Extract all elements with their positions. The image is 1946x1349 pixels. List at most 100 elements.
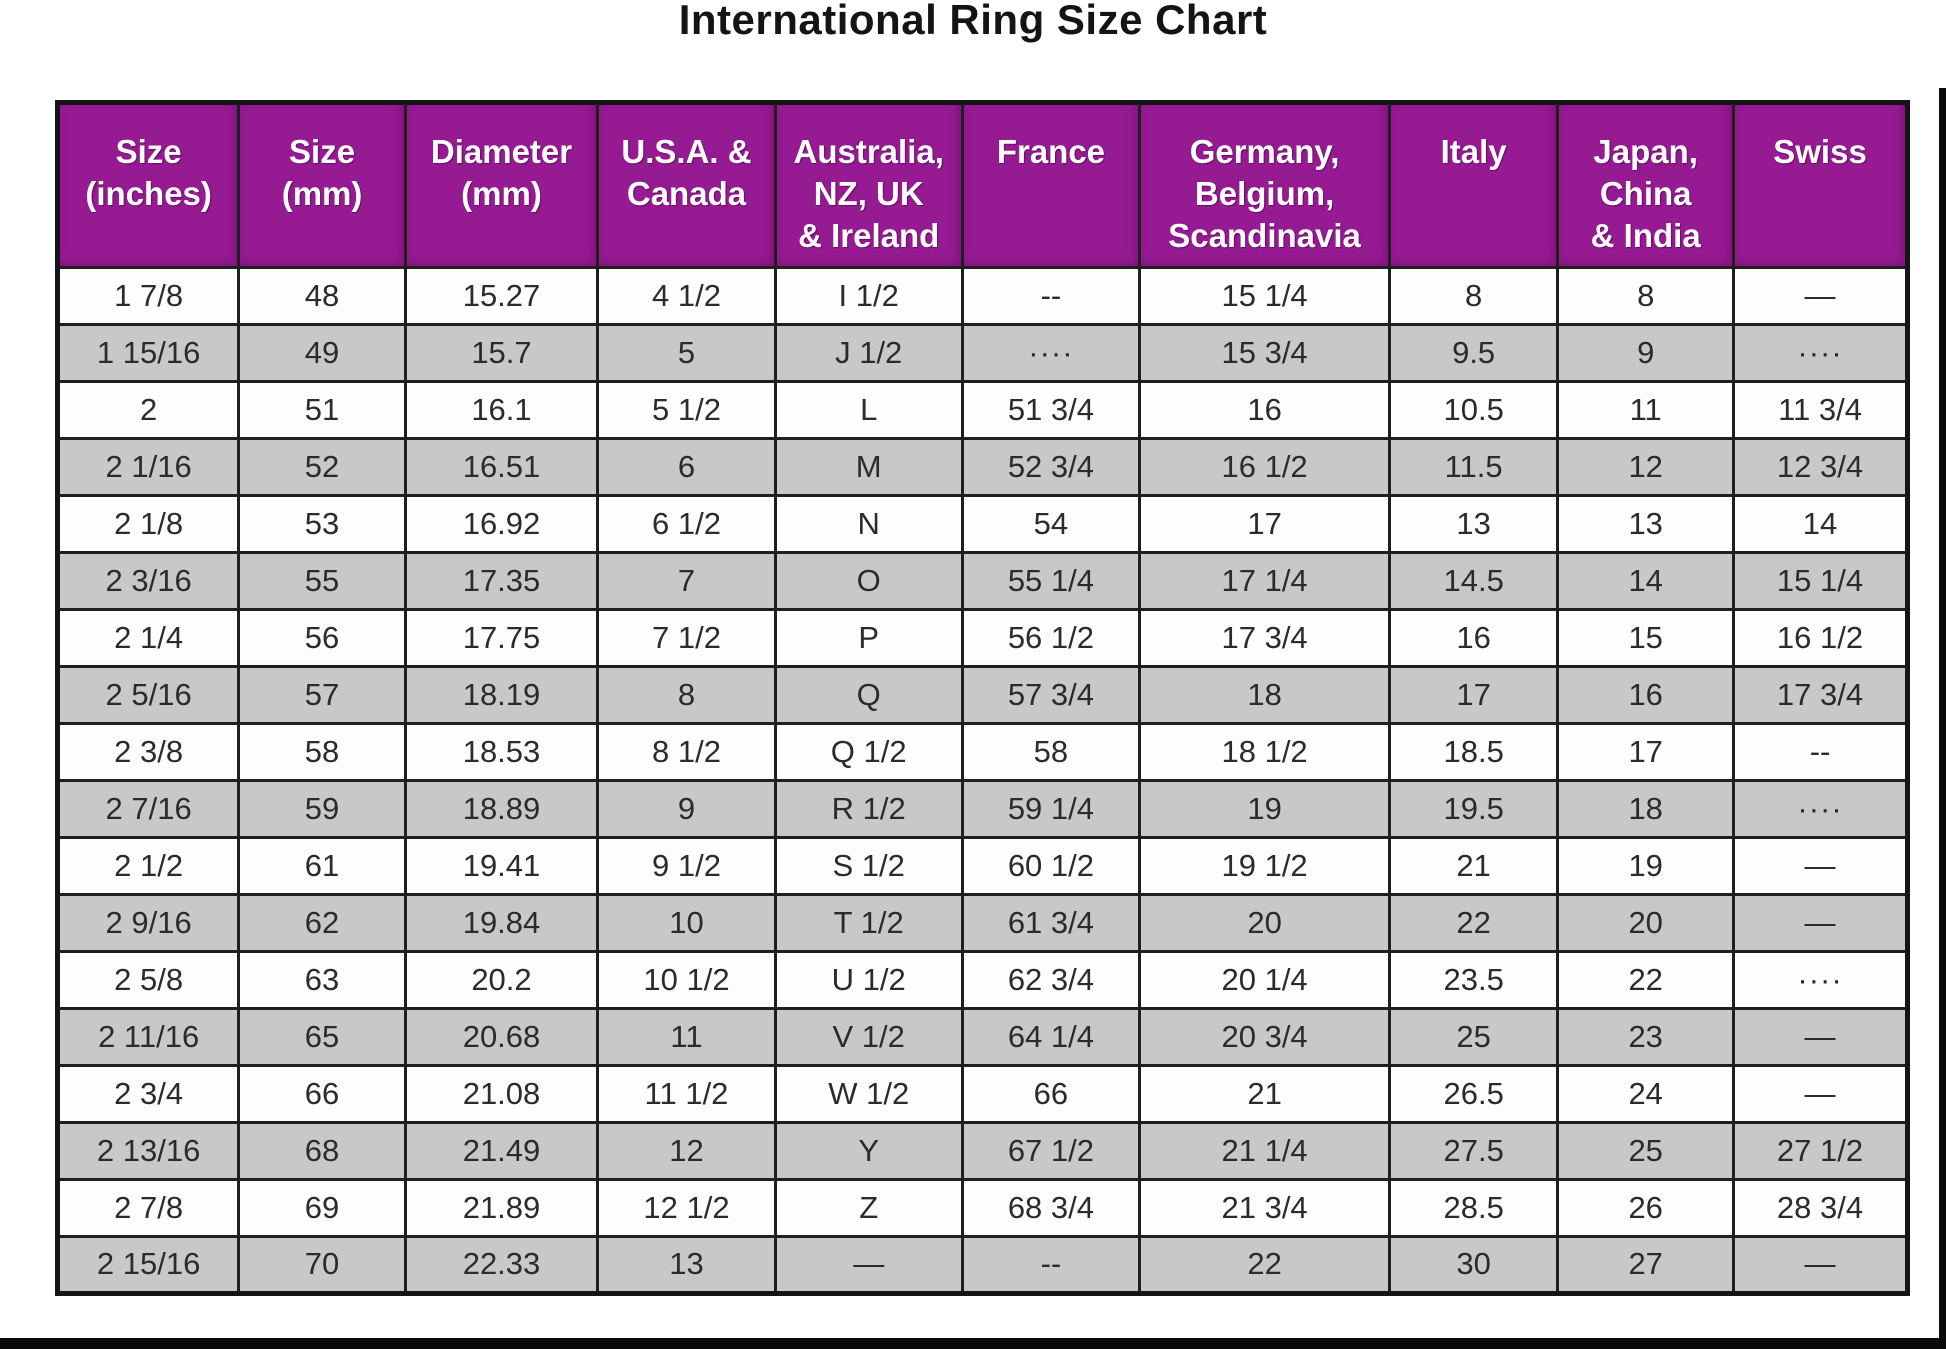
table-cell-australia-nz-uk-ireland: R 1/2: [773, 778, 964, 839]
table-cell-swiss: ····: [1732, 949, 1909, 1010]
table-cell-usa-canada: 8 1/2: [596, 721, 777, 782]
table-cell-size-mm: 56: [237, 607, 407, 668]
table-cell-germany-belgium-scandinavia: 16 1/2: [1138, 436, 1391, 497]
table-cell-japan-china-india: 11: [1556, 379, 1736, 440]
table-cell-germany-belgium-scandinavia: 21: [1138, 1063, 1391, 1124]
table-row: 2 1/2 61 19.41 9 1/2 S 1/2 60 1/2 19 1/2 21 19—: [55, 835, 1909, 896]
table-cell-italy: 23.5: [1387, 949, 1560, 1010]
table-cell-diameter-mm: 18.19: [403, 664, 600, 725]
table-cell-size-inches: 2 9/16: [55, 892, 241, 953]
table-cell-swiss: 11 3/4: [1732, 379, 1909, 440]
table-cell-swiss: 17 3/4: [1732, 664, 1909, 725]
table-cell-usa-canada: 9: [596, 778, 777, 839]
table-cell-usa-canada: 7: [596, 550, 777, 611]
table-cell-swiss: 14: [1732, 493, 1909, 554]
table-cell-diameter-mm: 19.41: [403, 835, 600, 896]
table-cell-diameter-mm: 21.08: [403, 1063, 600, 1124]
table-body: 1 7/8 48 15.27 4 1/2 I 1/2 -- 15 1/4 8 8—1 15/16…: [55, 265, 1909, 1295]
table-cell-france: 51 3/4: [960, 379, 1142, 440]
table-cell-diameter-mm: 18.89: [403, 778, 600, 839]
table-cell-swiss: —: [1732, 1063, 1909, 1124]
table-cell-australia-nz-uk-ireland: —: [773, 1234, 964, 1295]
table-cell-france: 66: [960, 1063, 1142, 1124]
table-cell-italy: 22: [1387, 892, 1560, 953]
table-row: 2 1/8 53 16.92 6 1/2 N 54 17 13 13 14: [55, 493, 1909, 554]
table-cell-germany-belgium-scandinavia: 15 3/4: [1138, 322, 1391, 383]
table-cell-size-mm: 61: [237, 835, 407, 896]
table-cell-france: 59 1/4: [960, 778, 1142, 839]
table-cell-germany-belgium-scandinavia: 17 1/4: [1138, 550, 1391, 611]
table-cell-italy: 13: [1387, 493, 1560, 554]
table-cell-australia-nz-uk-ireland: Q 1/2: [773, 721, 964, 782]
table-cell-size-inches: 1 7/8: [55, 265, 241, 326]
table-cell-swiss: —: [1732, 835, 1909, 896]
table-header: Size (inches) Size (mm) Diameter (mm) U.S.A…: [55, 101, 1909, 269]
table-cell-japan-china-india: 22: [1556, 949, 1736, 1010]
table-cell-diameter-mm: 20.2: [403, 949, 600, 1010]
table-cell-france: ····: [960, 322, 1142, 383]
table-cell-germany-belgium-scandinavia: 17: [1138, 493, 1391, 554]
table-cell-japan-china-india: 17: [1556, 721, 1736, 782]
table-cell-diameter-mm: 16.92: [403, 493, 600, 554]
column-header-france: France: [960, 101, 1142, 269]
table-cell-australia-nz-uk-ireland: T 1/2: [773, 892, 964, 953]
table-cell-france: 58: [960, 721, 1142, 782]
table-cell-size-mm: 62: [237, 892, 407, 953]
table-cell-size-inches: 2 3/8: [55, 721, 241, 782]
table-cell-usa-canada: 10: [596, 892, 777, 953]
table-cell-australia-nz-uk-ireland: O: [773, 550, 964, 611]
table-cell-size-inches: 2 1/4: [55, 607, 241, 668]
table-cell-diameter-mm: 19.84: [403, 892, 600, 953]
table-cell-australia-nz-uk-ireland: M: [773, 436, 964, 497]
table-cell-size-inches: 2 1/8: [55, 493, 241, 554]
table-cell-usa-canada: 6: [596, 436, 777, 497]
table-row: 2 5/8 63 20.2 10 1/2 U 1/2 62 3/4 20 1/4 23.5 22…: [55, 949, 1909, 1010]
table-cell-japan-china-india: 15: [1556, 607, 1736, 668]
table-row: 2 11/16 65 20.68 11 V 1/2 64 1/4 20 3/4 25 23—: [55, 1006, 1909, 1067]
table-cell-italy: 25: [1387, 1006, 1560, 1067]
table-cell-swiss: ····: [1732, 322, 1909, 383]
table-cell-germany-belgium-scandinavia: 15 1/4: [1138, 265, 1391, 326]
table-row: 2 51 16.1 5 1/2 L 51 3/4 16 10.5 11 11 3/4: [55, 379, 1909, 440]
table-cell-germany-belgium-scandinavia: 19: [1138, 778, 1391, 839]
table-cell-usa-canada: 6 1/2: [596, 493, 777, 554]
table-cell-usa-canada: 9 1/2: [596, 835, 777, 896]
table-cell-size-mm: 57: [237, 664, 407, 725]
table-cell-france: 57 3/4: [960, 664, 1142, 725]
table-cell-usa-canada: 10 1/2: [596, 949, 777, 1010]
table-cell-japan-china-india: 25: [1556, 1120, 1736, 1181]
table-cell-size-mm: 68: [237, 1120, 407, 1181]
table-cell-size-inches: 2 1/16: [55, 436, 241, 497]
table-cell-italy: 17: [1387, 664, 1560, 725]
table-cell-germany-belgium-scandinavia: 18: [1138, 664, 1391, 725]
table-cell-france: 67 1/2: [960, 1120, 1142, 1181]
table-cell-australia-nz-uk-ireland: Q: [773, 664, 964, 725]
table-cell-italy: 19.5: [1387, 778, 1560, 839]
table-cell-germany-belgium-scandinavia: 19 1/2: [1138, 835, 1391, 896]
column-header-australia-nz-uk-ireland: Australia, NZ, UK & Ireland: [773, 101, 964, 269]
table-row: 2 13/16 68 21.49 12 Y 67 1/2 21 1/4 27.5 25 27 1/…: [55, 1120, 1909, 1181]
table-cell-swiss: —: [1732, 1234, 1909, 1295]
table-cell-size-mm: 69: [237, 1177, 407, 1238]
table-cell-size-inches: 2 7/16: [55, 778, 241, 839]
table-cell-usa-canada: 5 1/2: [596, 379, 777, 440]
table-cell-italy: 18.5: [1387, 721, 1560, 782]
table-cell-size-inches: 2 3/4: [55, 1063, 241, 1124]
table-cell-usa-canada: 7 1/2: [596, 607, 777, 668]
table-cell-japan-china-india: 8: [1556, 265, 1736, 326]
table-cell-size-mm: 48: [237, 265, 407, 326]
table-cell-italy: 28.5: [1387, 1177, 1560, 1238]
table-cell-germany-belgium-scandinavia: 20 1/4: [1138, 949, 1391, 1010]
table-cell-size-inches: 2 13/16: [55, 1120, 241, 1181]
table-row: 1 7/8 48 15.27 4 1/2 I 1/2 -- 15 1/4 8 8—: [55, 265, 1909, 326]
table-cell-japan-china-india: 27: [1556, 1234, 1736, 1295]
table-cell-france: 61 3/4: [960, 892, 1142, 953]
table-cell-swiss: 28 3/4: [1732, 1177, 1909, 1238]
table-cell-diameter-mm: 16.1: [403, 379, 600, 440]
table-cell-diameter-mm: 15.7: [403, 322, 600, 383]
table-cell-swiss: —: [1732, 892, 1909, 953]
table-cell-australia-nz-uk-ireland: Y: [773, 1120, 964, 1181]
table-cell-usa-canada: 8: [596, 664, 777, 725]
table-cell-usa-canada: 12: [596, 1120, 777, 1181]
header-row: Size (inches) Size (mm) Diameter (mm) U.S.A…: [55, 101, 1909, 269]
